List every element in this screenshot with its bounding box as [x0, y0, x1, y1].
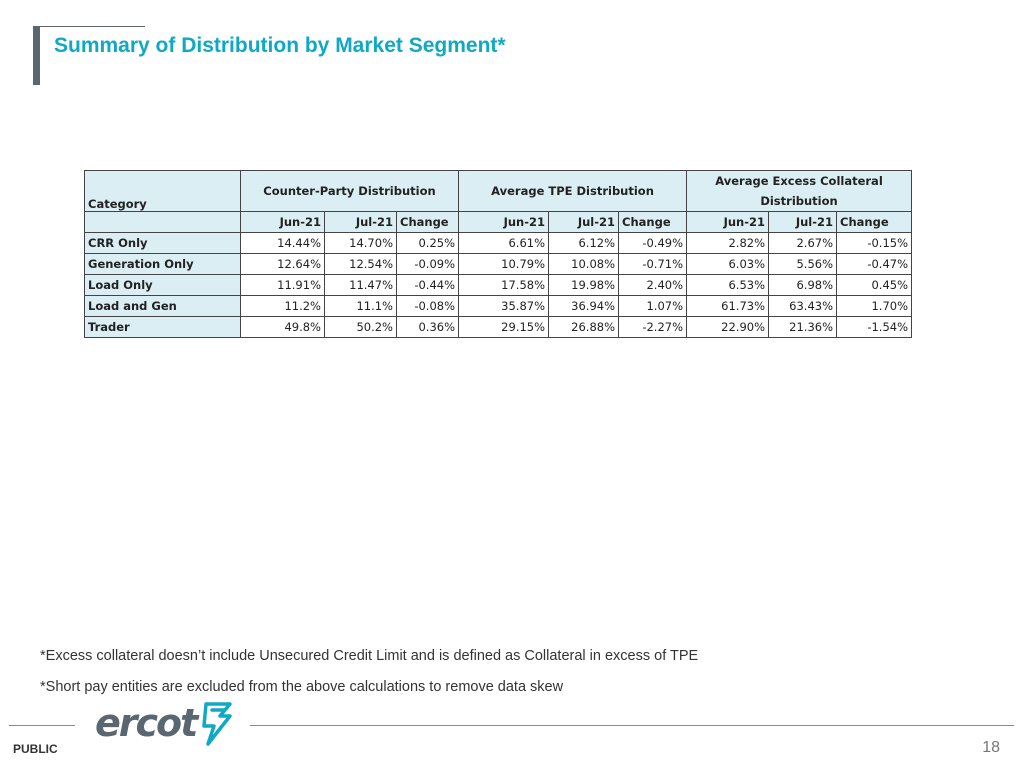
cell-value: 2.40%	[618, 274, 688, 296]
cell-value: 26.88%	[548, 316, 620, 338]
cell-value: 6.03%	[686, 253, 770, 275]
cell-value: 6.53%	[686, 274, 770, 296]
cell-value: 63.43%	[768, 295, 838, 317]
row-category: Generation Only	[84, 253, 241, 275]
cell-value: 12.64%	[240, 253, 325, 275]
blank-header-cell	[84, 211, 241, 233]
cell-value: 61.73%	[686, 295, 770, 317]
cell-value: -0.09%	[395, 253, 460, 275]
classification-label: PUBLIC	[13, 742, 58, 756]
group-header-excess-collateral: Average Excess Collateral Distribution	[686, 170, 913, 212]
subheader-jun: Jun-21	[240, 211, 325, 233]
subheader-jul: Jul-21	[324, 211, 397, 233]
row-category: Load and Gen	[84, 295, 241, 317]
cell-value: 22.90%	[686, 316, 770, 338]
group-header-counter-party: Counter-Party Distribution	[239, 170, 460, 212]
cell-value: 11.2%	[240, 295, 325, 317]
footnote-excess-collateral: *Excess collateral doesn’t include Unsec…	[40, 648, 699, 664]
cell-value: 5.56%	[768, 253, 838, 275]
row-category: CRR Only	[84, 232, 241, 254]
cell-value: -0.44%	[395, 274, 460, 296]
cell-value: 11.91%	[240, 274, 325, 296]
cell-value: 17.58%	[458, 274, 550, 296]
cell-value: -0.49%	[618, 232, 688, 254]
cell-value: 35.87%	[458, 295, 550, 317]
cell-value: 11.47%	[324, 274, 397, 296]
subheader-jul: Jul-21	[548, 211, 620, 233]
cell-value: -0.15%	[836, 232, 913, 254]
cell-value: 6.12%	[548, 232, 620, 254]
cell-value: 29.15%	[458, 316, 550, 338]
cell-value: 0.25%	[395, 232, 460, 254]
cell-value: 19.98%	[548, 274, 620, 296]
category-header: Category	[84, 170, 241, 212]
cell-value: -0.47%	[836, 253, 913, 275]
cell-value: -0.71%	[618, 253, 688, 275]
footer-divider-left	[9, 725, 75, 726]
footnote-short-pay: *Short pay entities are excluded from th…	[40, 679, 564, 695]
cell-value: 21.36%	[768, 316, 838, 338]
cell-value: 6.98%	[768, 274, 838, 296]
distribution-table: Category Counter-Party Distribution Aver…	[84, 170, 913, 338]
cell-value: 1.07%	[618, 295, 688, 317]
table-row: Load and Gen 11.2% 11.1% -0.08% 35.87% 3…	[84, 295, 913, 317]
cell-value: 0.45%	[836, 274, 913, 296]
subheader-jul: Jul-21	[768, 211, 838, 233]
subheader-change: Change	[395, 211, 460, 233]
row-category: Trader	[84, 316, 241, 338]
subheader-jun: Jun-21	[686, 211, 770, 233]
ercot-logo: ercot	[95, 700, 234, 746]
row-category: Load Only	[84, 274, 241, 296]
title-accent-line	[40, 26, 145, 27]
cell-value: 2.82%	[686, 232, 770, 254]
page-number: 18	[982, 739, 1000, 756]
cell-value: 49.8%	[240, 316, 325, 338]
cell-value: 10.79%	[458, 253, 550, 275]
page-title: Summary of Distribution by Market Segmen…	[54, 34, 506, 57]
cell-value: 14.44%	[240, 232, 325, 254]
cell-value: 36.94%	[548, 295, 620, 317]
table-row: Trader 49.8% 50.2% 0.36% 29.15% 26.88% -…	[84, 316, 913, 338]
cell-value: -0.08%	[395, 295, 460, 317]
subheader-change: Change	[836, 211, 913, 233]
cell-value: 2.67%	[768, 232, 838, 254]
subheader-jun: Jun-21	[458, 211, 550, 233]
footer-divider-right	[250, 725, 1014, 726]
table-row: Load Only 11.91% 11.47% -0.44% 17.58% 19…	[84, 274, 913, 296]
cell-value: -1.54%	[836, 316, 913, 338]
cell-value: -2.27%	[618, 316, 688, 338]
table-row: CRR Only 14.44% 14.70% 0.25% 6.61% 6.12%…	[84, 232, 913, 254]
title-accent-bar	[33, 26, 40, 85]
table-row: Generation Only 12.64% 12.54% -0.09% 10.…	[84, 253, 913, 275]
cell-value: 12.54%	[324, 253, 397, 275]
group-header-tpe: Average TPE Distribution	[458, 170, 688, 212]
lightning-bolt-icon	[202, 702, 233, 746]
cell-value: 6.61%	[458, 232, 550, 254]
subheader-change: Change	[618, 211, 688, 233]
logo-wordmark: ercot	[95, 701, 198, 745]
cell-value: 1.70%	[836, 295, 913, 317]
cell-value: 11.1%	[324, 295, 397, 317]
cell-value: 50.2%	[324, 316, 397, 338]
cell-value: 14.70%	[324, 232, 397, 254]
cell-value: 10.08%	[548, 253, 620, 275]
cell-value: 0.36%	[395, 316, 460, 338]
